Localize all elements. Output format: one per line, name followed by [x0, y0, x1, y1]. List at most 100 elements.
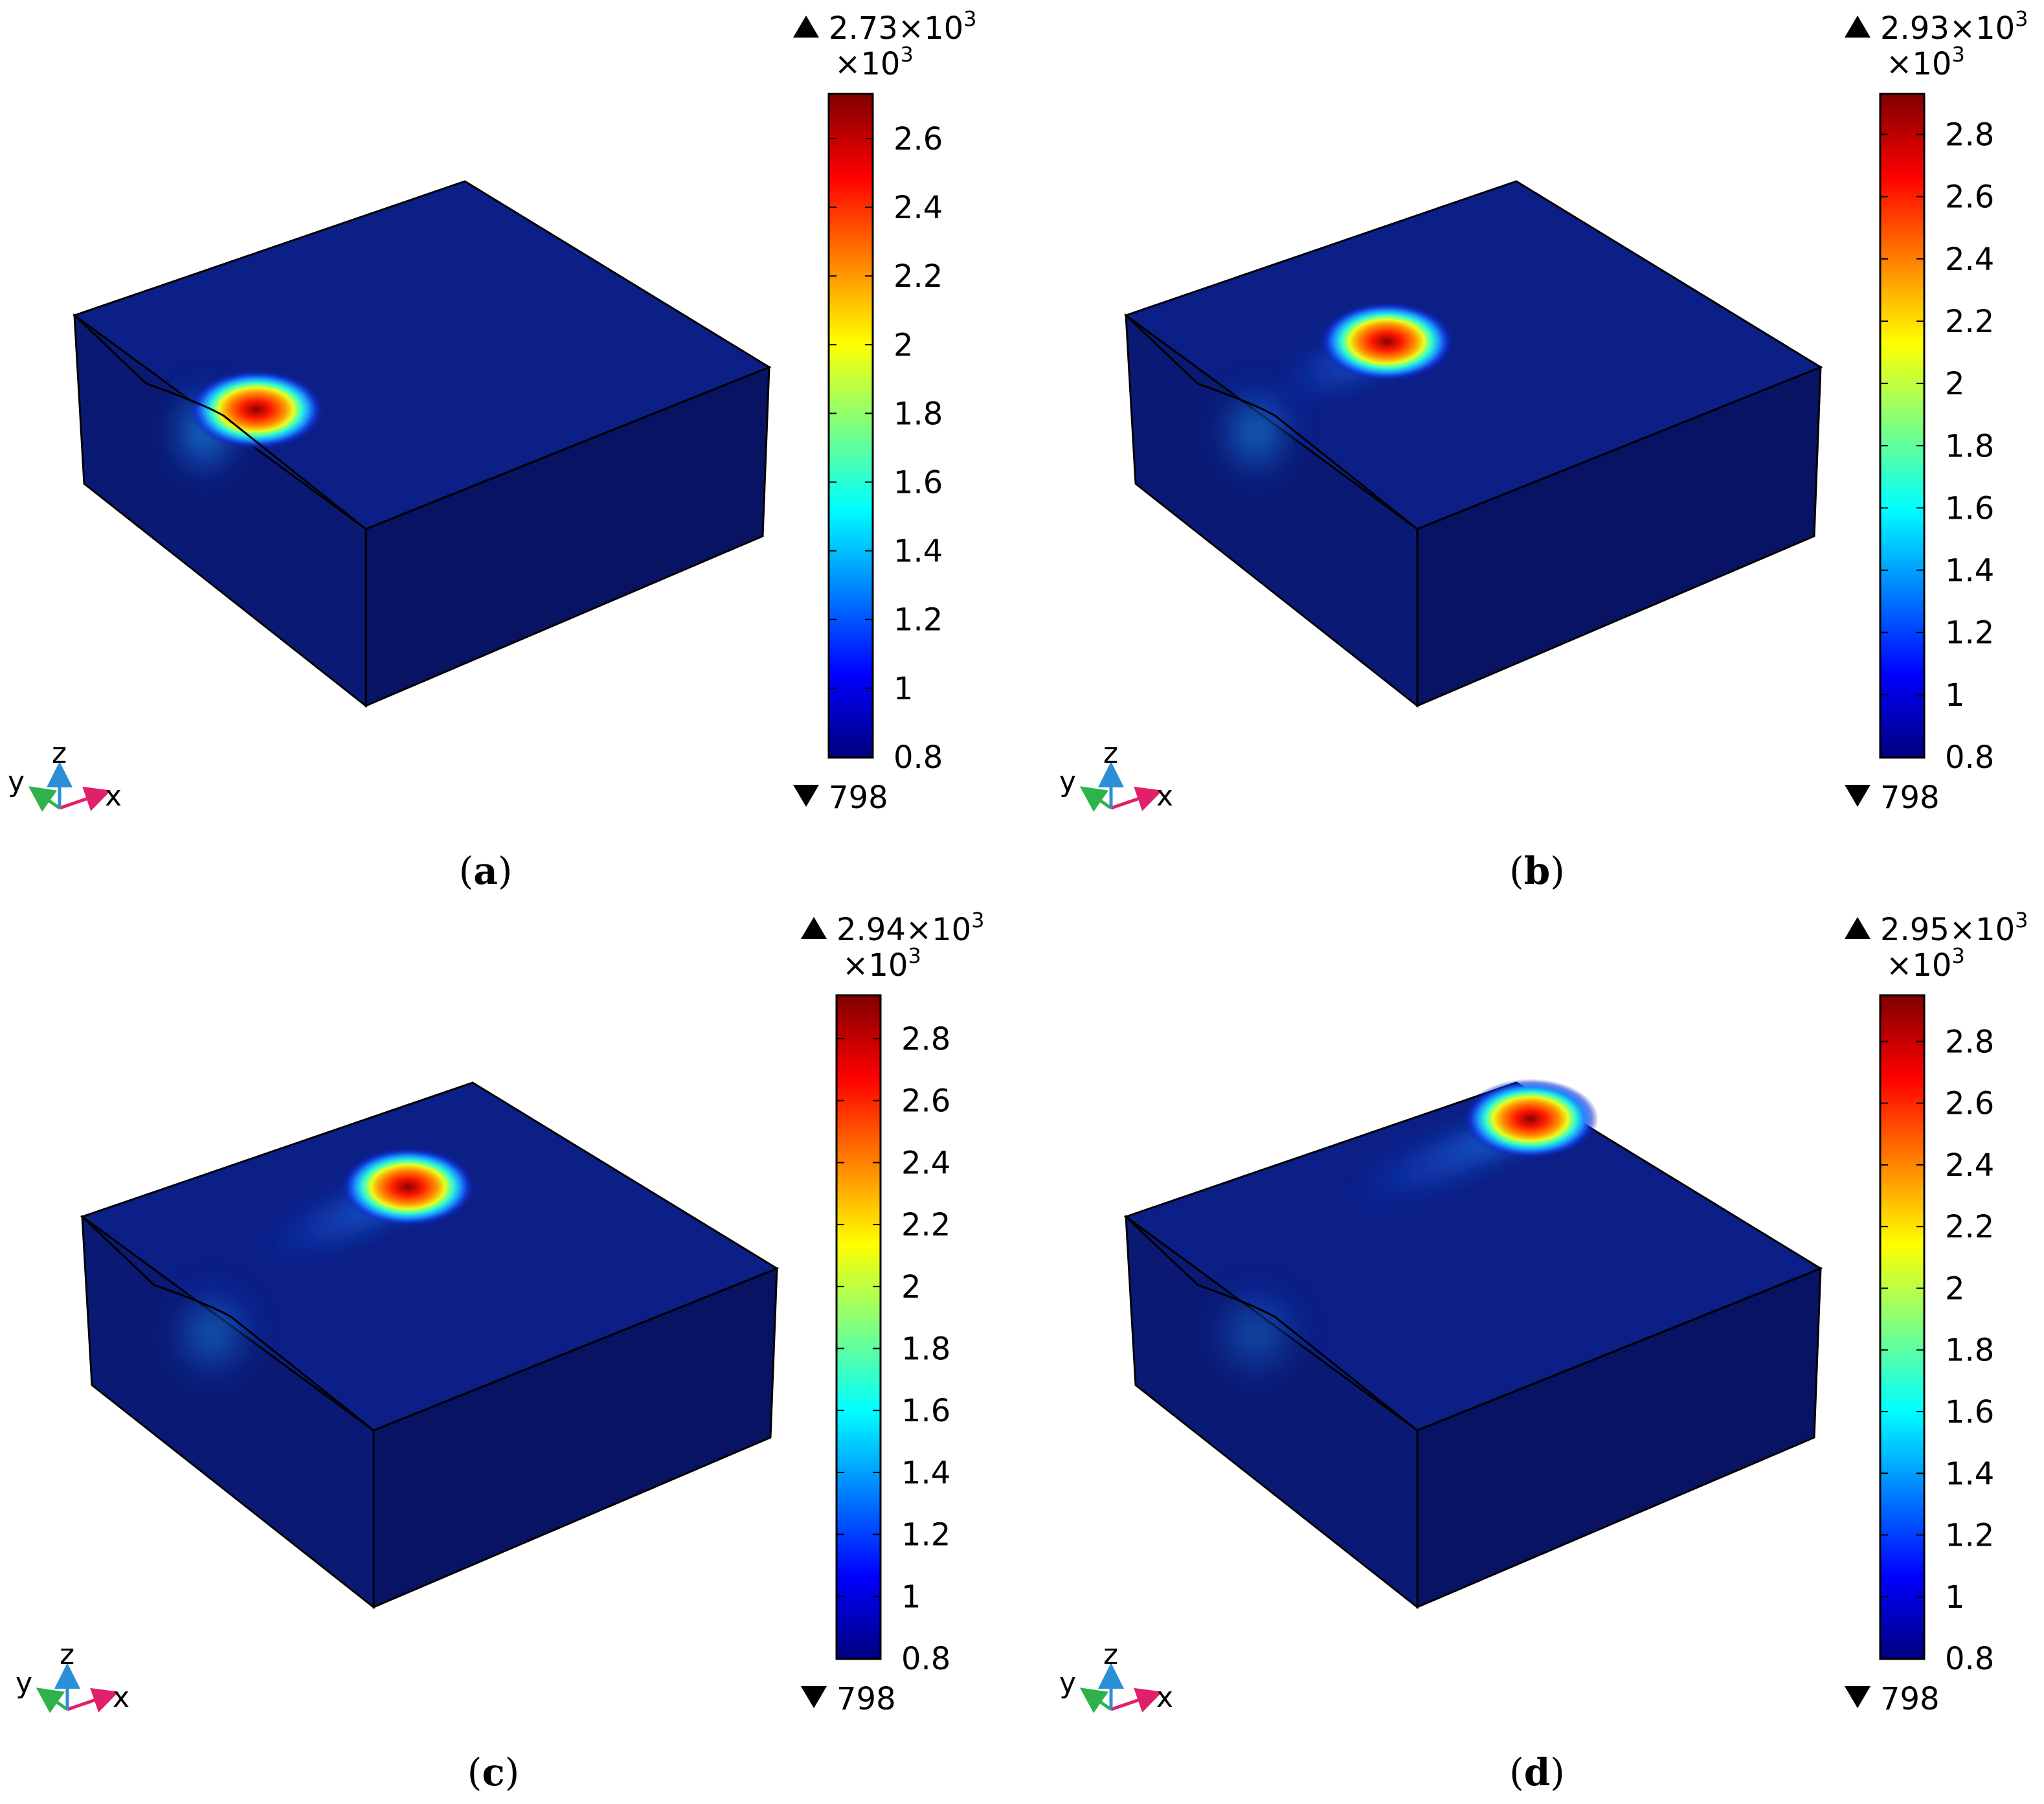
colorbar-tick-label: 1	[1945, 677, 1965, 714]
colorbar-tick-label: 1.6	[1945, 490, 1994, 526]
colorbar-tick-label: 2	[1945, 1270, 1965, 1307]
x-axis-label: x	[105, 780, 122, 813]
melt-pool-edge	[73, 314, 366, 530]
colorbar-tick-label: 2.8	[1945, 1024, 1994, 1060]
x-axis-arrow	[1110, 1687, 1163, 1713]
colorbar-max-label: 2.73×103	[829, 6, 977, 47]
colorbar-tick-label: 2.2	[1945, 304, 1994, 340]
colorbar-tick-label: 2.2	[901, 1207, 950, 1243]
colorbar-tick-label: 0.8	[1945, 1641, 1994, 1677]
y-axis-arrow	[36, 1687, 69, 1713]
colorbar-max-label: 2.95×103	[1880, 908, 2028, 948]
panel-a: 2.73×103×103 2.6 2.4 2.2 2 1.8 1.6 1.4 1.2 1 0.879…	[8, 6, 977, 893]
x-axis-label: x	[1156, 780, 1173, 813]
z-axis-label: z	[60, 1638, 74, 1671]
colorbar-tick-label: 2	[1945, 366, 1965, 402]
min-triangle-icon	[801, 1686, 827, 1708]
panel-caption: (d)	[1509, 1750, 1565, 1794]
colorbar-tick-label: 1.4	[893, 534, 943, 570]
colorbar-tick-label: 2.6	[893, 121, 943, 157]
z-axis-label: z	[1103, 1638, 1118, 1671]
colorbar-tick-label: 1.8	[1945, 1333, 1994, 1369]
colorbar-tick-label: 2.6	[1945, 179, 1994, 216]
melt-pool-edge	[1125, 1215, 1418, 1432]
colorbar-tick-label: 2.4	[901, 1145, 950, 1181]
colorbar-tick-label: 2.8	[1945, 117, 1994, 153]
min-triangle-icon	[1845, 785, 1870, 807]
max-triangle-icon	[801, 917, 827, 939]
y-axis-label: y	[16, 1667, 32, 1700]
panel-caption: (b)	[1509, 849, 1565, 893]
axis-triad: x yz	[1059, 737, 1173, 813]
heat-spot	[188, 369, 324, 450]
panel-d: 2.95×103×103 2.8 2.6 2.4 2.2 2 1.8 1.6 1.4 1.2 1 0.…	[1059, 908, 2028, 1794]
axis-triad: x yz	[8, 737, 122, 813]
heat-spot	[340, 1146, 477, 1227]
colorbar-multiplier: ×103	[1886, 943, 1965, 984]
colorbar-tick-label: 1.6	[1945, 1394, 1994, 1430]
colorbar-min-label: 798	[1880, 780, 1940, 816]
axis-triad: x yz	[16, 1638, 129, 1714]
colorbar-min-label: 798	[1880, 1681, 1940, 1717]
colorbar-tick-label: 1	[893, 671, 914, 707]
x-axis-label: x	[113, 1681, 129, 1714]
y-axis-label: y	[1059, 765, 1076, 798]
colorbar-tick-label: 2.2	[893, 258, 943, 295]
side-heat-glow	[1207, 374, 1305, 491]
colorbar-tick-label: 1.2	[1945, 615, 1994, 651]
colorbar-tick-label: 1.6	[901, 1393, 950, 1429]
min-triangle-icon	[793, 785, 819, 807]
colorbar-multiplier: ×103	[835, 42, 914, 82]
colorbar-tick-label: 2.4	[893, 190, 943, 226]
z-axis-label: z	[52, 737, 67, 770]
colorbar-max-label: 2.93×103	[1880, 6, 2028, 47]
colorbar-tick-label: 0.8	[1945, 739, 1994, 776]
colorbar-tick-label: 2.8	[901, 1021, 950, 1057]
colorbar-tick-label: 1.8	[893, 396, 943, 432]
colorbar-tick-label: 1.4	[1945, 1456, 1994, 1492]
colorbar: 2.73×103×103 2.6 2.4 2.2 2 1.8 1.6 1.4 1.2 1 0.879…	[793, 6, 977, 816]
y-axis-arrow	[28, 786, 61, 812]
y-axis-label: y	[1059, 1667, 1076, 1700]
colorbar-min-label: 798	[829, 780, 888, 816]
panel-caption: (a)	[459, 849, 513, 893]
colorbar-tick-label: 1.8	[1945, 428, 1994, 464]
colorbar-multiplier: ×103	[842, 943, 921, 984]
colorbar-tick-label: 2	[893, 327, 914, 363]
colorbar-tick-label: 2.4	[1945, 1147, 1994, 1184]
panel-c: 2.94×103×103 2.8 2.6 2.4 2.2 2 1.8 1.6 1.4 1.2 1 0.…	[16, 908, 985, 1794]
panels: 2.73×103×1032.62.42.221.81.61.41.210.879…	[8, 6, 2028, 1794]
min-triangle-icon	[1845, 1686, 1870, 1708]
x-axis-label: x	[1156, 1681, 1173, 1714]
heat-spot	[1318, 301, 1455, 382]
colorbar-max-label: 2.94×103	[837, 908, 985, 948]
colorbar: 2.93×103×103 2.8 2.6 2.4 2.2 2 1.8 1.6 1.4 1.2 1 0.…	[1845, 6, 2028, 816]
colorbar-tick-label: 1.4	[1945, 553, 1994, 589]
colorbar-tick-label: 2.2	[1945, 1209, 1994, 1245]
x-axis-arrow	[1110, 786, 1163, 811]
z-axis-label: z	[1103, 737, 1118, 770]
colorbar-tick-label: 1.2	[893, 602, 943, 638]
colorbar-tick-label: 1.8	[901, 1331, 950, 1368]
colorbar-gradient	[1879, 93, 1926, 759]
panel-caption: (c)	[467, 1750, 520, 1794]
melt-pool-edge	[81, 1215, 374, 1432]
colorbar-min-label: 798	[837, 1681, 896, 1717]
max-triangle-icon	[793, 16, 819, 38]
colorbar-multiplier: ×103	[1886, 42, 1965, 82]
colorbar-tick-label: 2.6	[1945, 1086, 1994, 1122]
colorbar-tick-label: 1.2	[1945, 1518, 1994, 1554]
x-axis-arrow	[59, 786, 111, 811]
side-heat-glow	[1199, 1275, 1313, 1392]
colorbar-tick-label: 2.6	[901, 1083, 950, 1120]
colorbar-gradient	[835, 994, 882, 1660]
colorbar-gradient	[1879, 994, 1926, 1660]
max-triangle-icon	[1845, 16, 1870, 38]
colorbar-tick-label: 1.2	[901, 1517, 950, 1553]
panel-b: 2.93×103×103 2.8 2.6 2.4 2.2 2 1.8 1.6 1.4 1.2 1 0.…	[1059, 6, 2028, 893]
colorbar-gradient	[827, 93, 874, 759]
x-axis-arrow	[67, 1687, 119, 1713]
side-heat-glow	[159, 1275, 265, 1392]
colorbar-tick-label: 1.4	[901, 1455, 950, 1491]
